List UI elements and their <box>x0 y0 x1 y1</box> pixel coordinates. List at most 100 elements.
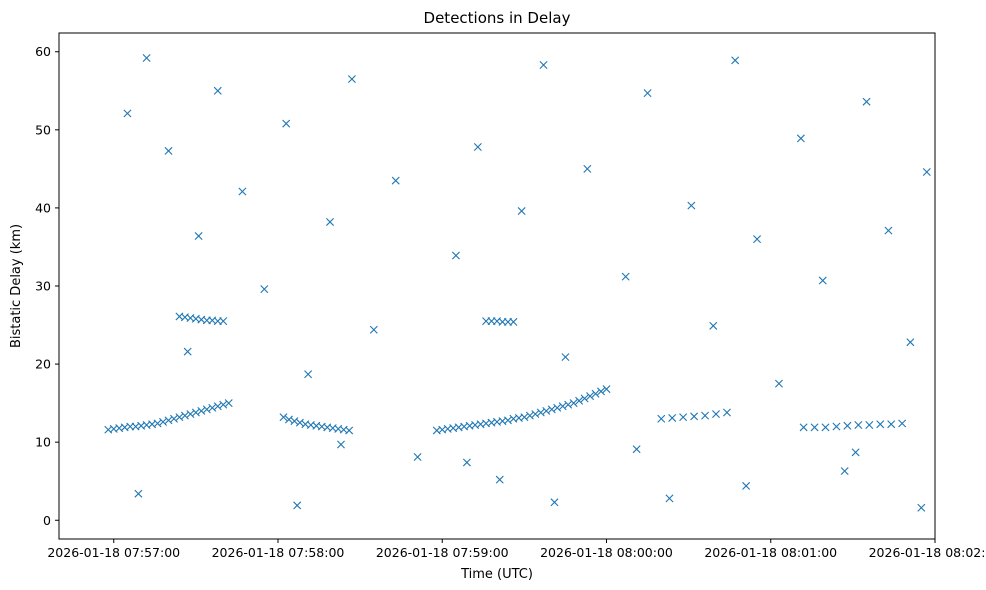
data-point <box>208 403 217 412</box>
data-point <box>547 405 556 414</box>
data-point <box>821 423 830 432</box>
data-point <box>164 146 173 155</box>
y-tick-label: 0 <box>43 513 51 528</box>
data-point <box>580 394 589 403</box>
data-point <box>164 416 173 425</box>
data-point <box>451 251 460 260</box>
y-tick-label: 10 <box>35 435 51 450</box>
x-axis-ticks: 2026-01-18 07:57:00 2026-01-18 07:58:00 20… <box>47 539 986 560</box>
data-point <box>561 353 570 362</box>
data-point <box>525 411 534 420</box>
x-tick-label: 2026-01-18 07:58:00 <box>212 545 345 560</box>
data-point <box>391 176 400 185</box>
data-point <box>643 89 652 98</box>
data-point <box>224 399 233 408</box>
data-point <box>238 187 247 196</box>
data-point <box>701 411 710 420</box>
data-point <box>597 387 606 396</box>
data-point <box>336 440 345 449</box>
data-point <box>558 402 567 411</box>
data-point <box>876 420 885 429</box>
data-point <box>796 134 805 143</box>
data-point <box>186 410 195 419</box>
data-point <box>898 419 907 428</box>
x-tick-label: 2026-01-18 07:57:00 <box>47 545 180 560</box>
y-axis-label: Bistatic Delay (km) <box>9 224 24 348</box>
data-point <box>731 56 740 65</box>
data-point <box>197 406 206 415</box>
data-point <box>818 276 827 285</box>
data-point <box>194 232 203 241</box>
data-point <box>413 453 422 461</box>
data-point <box>169 414 178 423</box>
data-point <box>213 86 222 95</box>
data-point <box>473 143 482 151</box>
data-points <box>104 53 931 512</box>
data-point <box>586 392 595 401</box>
data-point <box>712 410 720 419</box>
y-tick-label: 20 <box>35 357 51 372</box>
x-tick-label: 2026-01-18 08:02:00 <box>869 545 986 560</box>
data-point <box>602 385 611 394</box>
data-point <box>290 417 299 426</box>
data-point <box>531 410 540 419</box>
data-point <box>810 423 819 432</box>
data-point <box>564 400 573 409</box>
data-point <box>843 421 852 430</box>
data-point <box>326 217 335 226</box>
data-point <box>774 379 783 388</box>
data-point <box>282 119 291 128</box>
x-tick-label: 2026-01-18 08:00:00 <box>540 545 673 560</box>
data-point <box>159 417 168 426</box>
data-point <box>799 423 808 432</box>
data-point <box>851 448 860 457</box>
data-point <box>295 418 304 427</box>
data-point <box>347 75 356 84</box>
data-point <box>142 53 151 62</box>
data-point <box>517 207 526 216</box>
data-point <box>917 503 926 512</box>
data-point <box>345 426 354 435</box>
data-point <box>591 389 600 398</box>
data-point <box>180 411 189 420</box>
data-point <box>753 235 762 244</box>
data-point <box>213 402 222 411</box>
data-point <box>520 413 529 422</box>
data-point <box>690 412 699 421</box>
data-point <box>219 317 228 326</box>
data-point <box>922 168 931 176</box>
x-axis-label: Time (UTC) <box>460 567 533 582</box>
data-point <box>260 285 269 294</box>
x-tick-label: 2026-01-18 07:59:00 <box>376 545 509 560</box>
data-point <box>542 406 551 415</box>
data-point <box>575 396 584 405</box>
data-point <box>495 475 504 484</box>
data-point <box>539 61 548 70</box>
data-point <box>462 458 471 467</box>
data-point <box>293 501 302 510</box>
data-point <box>854 421 863 429</box>
data-point <box>884 226 893 235</box>
data-point <box>219 400 228 409</box>
data-point <box>553 403 562 412</box>
data-point <box>668 413 677 422</box>
data-point <box>175 413 184 422</box>
data-point <box>840 467 849 476</box>
y-tick-label: 40 <box>35 200 51 215</box>
chart-title: Detections in Delay <box>424 9 571 27</box>
data-point <box>569 399 578 408</box>
data-point <box>657 414 666 423</box>
data-point <box>550 498 559 507</box>
data-point <box>279 413 288 422</box>
data-point <box>202 405 211 414</box>
y-tick-label: 60 <box>35 44 51 59</box>
data-point <box>832 422 841 431</box>
data-point <box>632 445 641 454</box>
y-axis-ticks: 0 10 20 30 40 50 60 <box>35 44 59 528</box>
data-point <box>742 481 751 490</box>
y-tick-label: 30 <box>35 279 51 294</box>
data-point <box>536 408 545 417</box>
data-point <box>665 494 674 503</box>
data-point <box>284 415 293 424</box>
